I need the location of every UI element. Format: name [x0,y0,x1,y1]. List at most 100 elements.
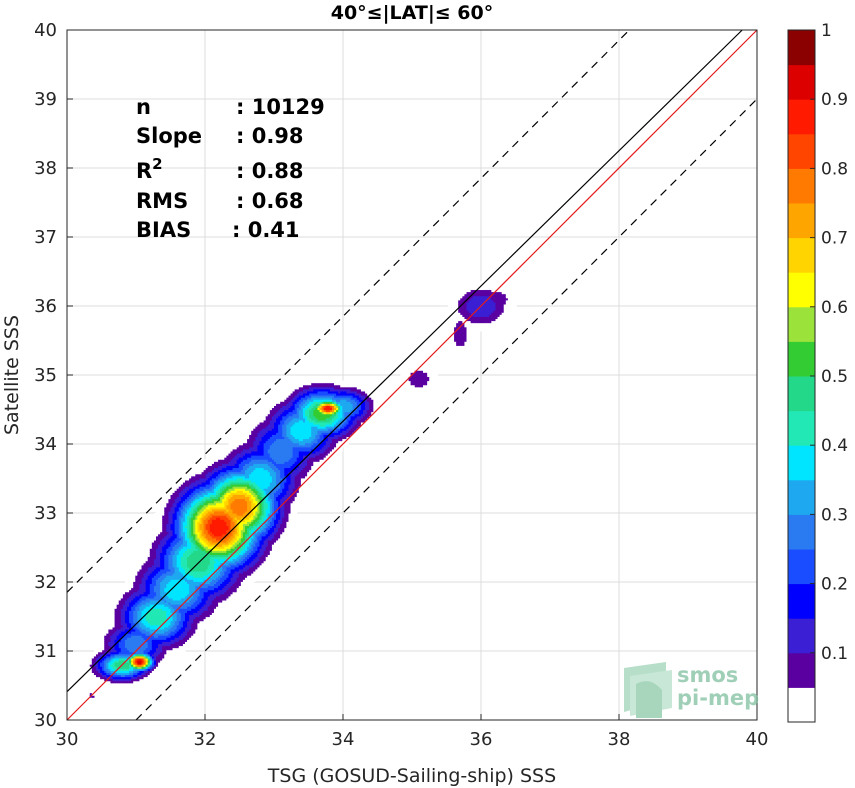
density-cell [166,622,170,626]
density-cell [172,608,176,611]
density-cell [201,564,205,568]
density-cell [216,469,219,473]
density-cell [176,591,180,595]
density-cell [158,624,161,628]
density-cell [191,577,194,580]
density-cell [131,630,134,634]
density-cell [93,659,97,663]
density-cell [226,446,230,450]
density-cell [191,469,194,473]
density-cell [108,635,112,638]
density-cell [160,521,163,524]
density-cell [158,548,161,551]
density-cell [129,577,132,580]
density-cell [106,633,109,636]
density-cell [133,575,136,578]
density-cell [112,616,116,620]
density-cell [211,570,215,574]
density-cell [195,492,199,495]
density-cell [158,502,161,506]
density-cell [209,566,213,570]
density-cell [234,488,238,491]
density-cell [180,496,184,500]
density-cell [180,550,184,553]
density-cell [180,624,184,628]
density-cell [209,508,213,512]
density-cell [162,544,165,547]
density-cell [176,633,180,636]
density-cell [151,556,155,560]
density-cell [151,659,155,663]
density-cell [164,614,167,618]
density-cell [156,508,159,512]
density-cell [151,628,155,632]
density-cell [137,680,141,684]
density-cell [195,467,199,471]
density-cell [195,628,199,632]
density-cell [180,599,184,603]
density-cell [129,668,132,671]
density-cell [234,579,238,582]
density-cell [145,595,149,599]
density-cell [187,556,190,560]
density-cell [224,467,227,471]
density-cell [207,479,211,483]
density-cell [216,537,219,541]
density-cell [120,587,124,591]
density-cell [232,506,236,510]
density-cell [153,523,157,527]
density-cell [158,651,161,655]
density-cell [170,498,174,502]
density-cell [201,527,205,531]
density-cell [170,597,174,601]
density-cell [172,597,176,601]
density-cell [207,587,211,591]
density-cell [156,513,159,516]
density-cell [176,575,180,578]
density-cell [114,608,118,611]
density-cell [230,591,234,595]
density-cell [127,581,130,584]
density-cell [104,641,107,645]
density-cell [195,593,199,597]
density-cell [205,622,209,626]
density-cell [189,612,192,616]
density-cell [197,577,201,580]
density-cell [226,585,230,589]
density-cell [168,537,172,541]
density-cell [234,508,238,512]
density-cell [220,583,223,587]
density-cell [141,599,145,603]
density-cell [230,510,234,514]
density-cell [209,570,213,574]
density-cell [201,548,205,551]
density-cell [201,575,205,578]
density-cell [182,649,186,653]
density-cell [174,614,178,618]
density-cell [133,670,136,673]
density-cell [168,649,172,653]
density-cell [149,602,153,605]
density-cell [218,457,221,460]
density-cell [124,645,128,649]
density-cell [145,616,149,620]
density-cell [124,630,128,634]
density-cell [199,498,203,502]
density-cell [211,612,215,616]
density-cell [174,624,178,628]
density-cell [164,602,167,605]
density-cell [106,651,109,655]
density-cell [139,552,143,555]
density-cell [182,568,186,572]
density-cell [216,513,219,516]
density-cell [209,504,213,508]
density-cell [133,674,136,678]
density-cell [164,575,167,578]
density-cell [106,674,109,678]
density-cell [139,680,143,684]
density-cell [160,515,163,518]
density-cell [201,602,205,605]
density-cell [184,521,188,524]
density-cell [93,651,97,655]
density-cell [205,597,209,601]
